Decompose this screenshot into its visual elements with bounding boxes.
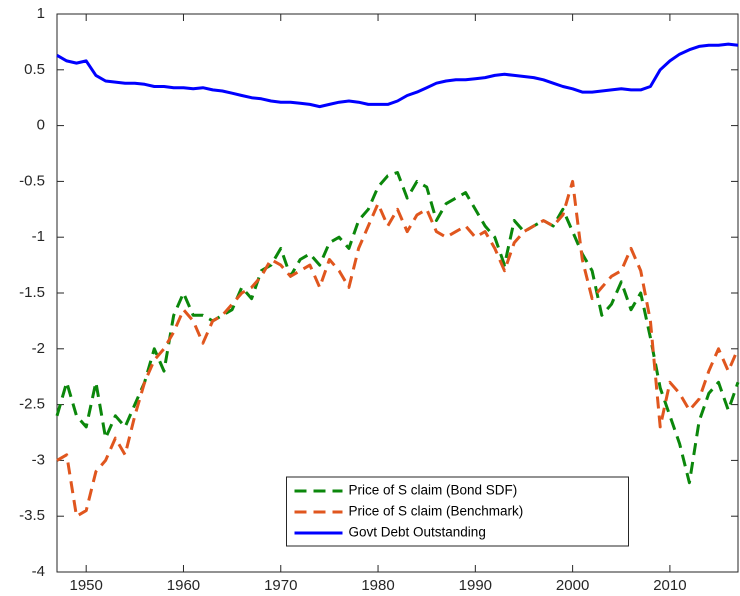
series-line [56,42,739,109]
series-line [55,171,740,485]
x-tick-label: 1960 [167,577,200,594]
x-tick-label: 2000 [556,577,589,594]
y-tick-label: 0.5 [24,61,45,78]
legend-label: Govt Debt Outstanding [349,525,486,540]
x-tick-label: 1980 [361,577,394,594]
x-tick-label: 1950 [69,577,102,594]
series-line [56,179,740,518]
legend-box [286,476,629,547]
y-tick-label: -4 [32,563,45,580]
y-tick-label: -1.5 [19,284,45,301]
legend-label: Price of S claim (Bond SDF) [349,483,518,498]
legend-label: Price of S claim (Benchmark) [349,504,524,519]
y-tick-label: -3 [32,451,45,468]
x-tick-label: 1970 [264,577,297,594]
y-tick-label: 1 [37,5,45,22]
x-tick-label: 2010 [653,577,686,594]
y-tick-label: -2.5 [19,396,45,413]
x-tick-label: 1990 [459,577,492,594]
y-tick-label: -2 [32,340,45,357]
y-tick-label: -3.5 [19,507,45,524]
y-tick-label: 0 [37,117,45,134]
y-tick-label: -1 [32,228,45,245]
y-tick-label: -0.5 [19,172,45,189]
